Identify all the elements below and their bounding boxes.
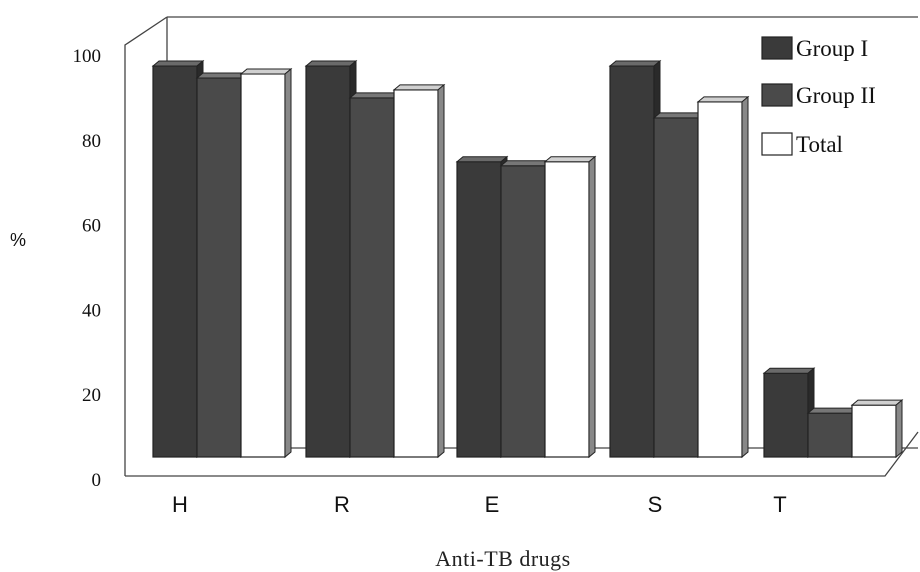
bars	[151, 59, 904, 459]
bar-front	[349, 97, 395, 458]
bar-side	[437, 83, 445, 459]
bar	[608, 59, 662, 459]
bar-front	[763, 372, 809, 458]
legend-swatch	[761, 132, 793, 156]
bar	[652, 111, 706, 459]
y-axis-label: %	[10, 230, 26, 250]
x-tick-label: T	[773, 492, 786, 517]
legend-swatch	[761, 36, 793, 60]
y-tick-label: 0	[92, 470, 102, 491]
legend-label: Group II	[796, 83, 876, 108]
bar-top	[455, 156, 509, 163]
bar-top	[762, 367, 816, 374]
bar	[499, 159, 553, 459]
bar-front	[305, 65, 351, 458]
bar	[762, 367, 816, 459]
x-tick-label: S	[648, 492, 663, 517]
legend: Group I Group II Total	[761, 36, 876, 157]
bar-front	[196, 77, 242, 458]
bar	[239, 67, 293, 459]
bar-front	[393, 89, 439, 458]
bar-front	[653, 117, 699, 458]
bar-top	[151, 60, 205, 67]
bar	[195, 71, 249, 459]
bar-front	[851, 404, 897, 458]
bar-top	[239, 68, 293, 75]
bar-top	[543, 156, 597, 163]
y-tick-label: 40	[82, 300, 101, 321]
frame-floor-front	[125, 431, 919, 477]
bar	[806, 407, 860, 459]
bar	[696, 95, 750, 459]
x-tick-label: E	[485, 492, 500, 517]
bar-side	[741, 95, 749, 459]
bar	[304, 59, 358, 459]
bar-side	[284, 67, 292, 459]
bar-top	[348, 92, 402, 99]
bar-front	[697, 101, 743, 458]
x-tick-label: H	[172, 492, 188, 517]
bar-front	[500, 165, 546, 458]
legend-label: Total	[796, 132, 843, 157]
bar-top	[392, 84, 446, 91]
bar-top	[499, 160, 553, 167]
bar	[850, 399, 904, 459]
bar-front	[456, 161, 502, 458]
x-axis-label: Anti-TB drugs	[435, 546, 570, 571]
bar-front	[544, 161, 590, 458]
y-tick-label: 20	[82, 385, 101, 406]
legend-swatch	[761, 83, 793, 107]
bar-top	[696, 96, 750, 103]
bar	[392, 83, 446, 459]
legend-label: Group I	[796, 36, 868, 61]
bar-front	[609, 65, 655, 458]
bar-side	[895, 399, 903, 459]
bar-top	[850, 399, 904, 406]
frame-left-wall	[124, 16, 168, 476]
bar	[348, 91, 402, 459]
bar-top	[652, 112, 706, 119]
bar-side	[588, 155, 596, 459]
bar-front	[152, 65, 198, 458]
bar-top	[806, 407, 860, 414]
bar-top	[608, 60, 662, 67]
bar	[151, 59, 205, 459]
y-tick-label: 80	[82, 131, 101, 152]
y-axis-ticks: 0 20 40 60 80 100	[73, 46, 102, 491]
bar-top	[195, 72, 249, 79]
y-tick-label: 60	[82, 216, 101, 237]
x-tick-label: R	[334, 492, 350, 517]
y-tick-label: 100	[73, 46, 102, 67]
bar-top	[304, 60, 358, 67]
bar	[455, 155, 509, 459]
bar-front	[240, 73, 286, 458]
bar	[543, 155, 597, 459]
bar-front	[807, 412, 853, 458]
